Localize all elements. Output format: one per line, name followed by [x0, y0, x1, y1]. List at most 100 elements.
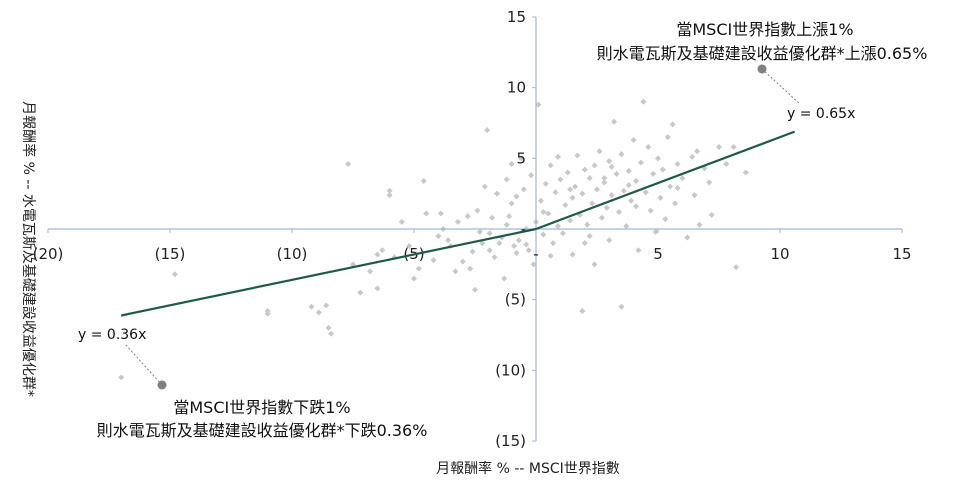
scatter-point [537, 197, 544, 204]
scatter-point [554, 153, 561, 160]
scatter-point [618, 151, 625, 158]
y-tick-label: 5 [516, 149, 526, 167]
scatter-point [642, 189, 649, 196]
scatter-point [572, 183, 579, 190]
scatter-point [511, 242, 518, 249]
scatter-point [564, 169, 571, 176]
scatter-point [420, 177, 427, 184]
scatter-point [581, 240, 588, 247]
scatter-point [542, 180, 549, 187]
trendlines [120, 130, 796, 317]
scatter-point [640, 98, 647, 105]
scatter-point [652, 228, 659, 235]
scatter-point [669, 121, 676, 128]
scatter-point [525, 247, 532, 254]
scatter-point [547, 252, 554, 259]
scatter-point [540, 209, 547, 216]
scatter-point [567, 217, 574, 224]
scatter-point [406, 242, 413, 249]
scatter-point [608, 192, 615, 199]
scatter-point [581, 166, 588, 173]
scatter-point [579, 307, 586, 314]
x-tick-label: (20) [33, 245, 64, 263]
scatter-point [618, 303, 625, 310]
scatter-point [708, 211, 715, 218]
scatter-point [613, 170, 620, 177]
upper-callout-dot [757, 64, 767, 74]
scatter-point [493, 190, 500, 197]
scatter-point [589, 200, 596, 207]
scatter-point [379, 247, 386, 254]
scatter-point [733, 264, 740, 271]
scatter-point [315, 309, 322, 316]
scatter-point [523, 241, 530, 248]
scatter-point [716, 144, 722, 151]
scatter-point [374, 251, 381, 258]
upper-callout-leader [761, 68, 801, 105]
scatter-point [535, 101, 542, 108]
y-tick-label: (15) [495, 432, 526, 450]
scatter-point [357, 289, 364, 296]
scatter-point [606, 158, 613, 165]
scatter-point [557, 176, 564, 183]
scatter-point [615, 209, 622, 216]
scatter-point [584, 221, 591, 228]
x-tick-label: (15) [155, 245, 186, 263]
scatter-point [491, 254, 498, 261]
scatter-point [603, 204, 610, 211]
scatter-point [574, 152, 581, 159]
scatter-point [569, 251, 576, 258]
scatter-point [435, 233, 442, 240]
upper-annotation-line2: 則水電瓦斯及基礎建設收益優化群*上漲0.65% [597, 44, 928, 63]
scatter-point [264, 307, 271, 314]
scatter-point [601, 179, 608, 186]
lower-annotation-line2: 則水電瓦斯及基礎建設收益優化群*下跌0.36% [97, 421, 428, 440]
scatter-point [328, 330, 335, 337]
scatter-point [550, 240, 557, 247]
scatter-point [664, 134, 671, 141]
lower-callout-leader [124, 343, 163, 386]
scatter-point [398, 218, 405, 225]
scatter-point [696, 221, 703, 228]
scatter-point [730, 144, 737, 151]
scatter-point [540, 231, 547, 238]
x-tick-label: 10 [770, 245, 789, 263]
scatter-point [723, 160, 730, 167]
x-tick-label: - [533, 245, 538, 263]
y-tick-label: 15 [507, 8, 526, 26]
scatter-point [562, 201, 569, 208]
scatter-point [694, 148, 701, 155]
upper-equation-label: y = 0.65x [787, 106, 855, 122]
scatter-points [118, 98, 749, 381]
scatter-point [515, 237, 522, 244]
scatter-point [479, 240, 486, 247]
scatter-point [508, 160, 515, 167]
scatter-point [411, 275, 417, 282]
scatter-point [596, 148, 603, 155]
scatter-point [513, 250, 520, 257]
scatter-point [308, 303, 315, 310]
scatter-point [591, 162, 598, 169]
scatter-point [374, 285, 381, 292]
scatter-point [608, 163, 615, 170]
scatter-point [742, 169, 749, 176]
scatter-point [662, 216, 669, 223]
scatter-point [586, 175, 593, 182]
scatter-point [464, 213, 471, 220]
scatter-point [423, 210, 430, 217]
scatter-point [628, 197, 635, 204]
scatter-point [659, 166, 666, 173]
scatter-point [625, 168, 632, 175]
scatter-point [606, 237, 613, 244]
scatter-point [513, 193, 520, 200]
scatter-point [508, 200, 515, 207]
scatter-point [674, 185, 681, 192]
upper-annotation-line1: 當MSCI世界指數上漲1% [676, 20, 853, 39]
scatter-point [625, 182, 632, 189]
scatter-point [650, 170, 657, 177]
scatter-point [469, 248, 476, 255]
lower-annotation-line1: 當MSCI世界指數下跌1% [173, 398, 350, 417]
scatter-point [501, 275, 508, 282]
scatter-point [706, 179, 713, 186]
